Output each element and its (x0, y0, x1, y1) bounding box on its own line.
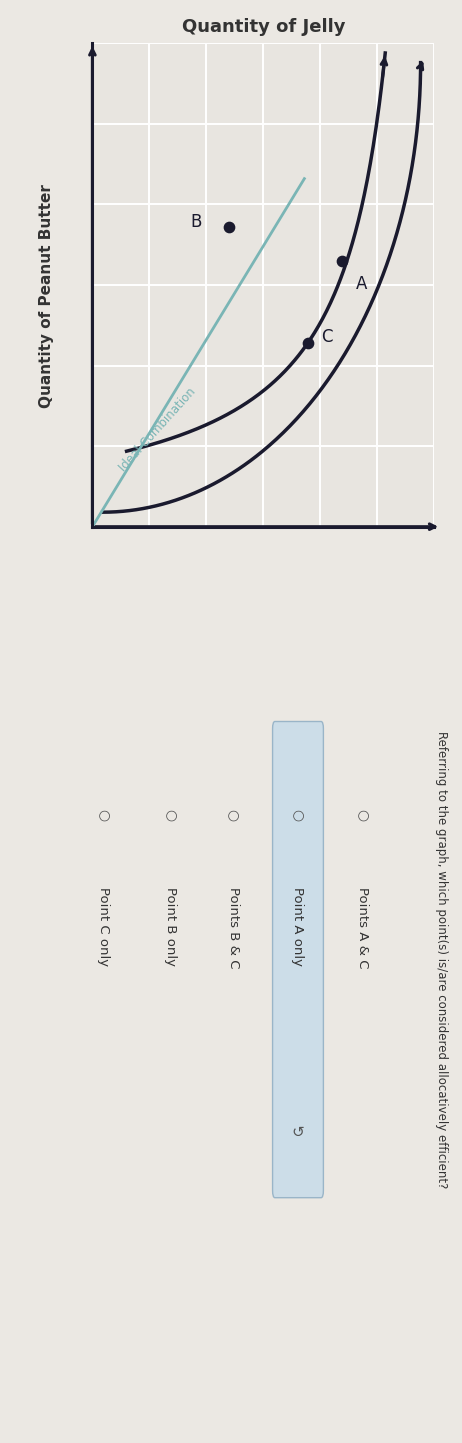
Text: Points A & C: Points A & C (356, 887, 369, 968)
Text: Point B only: Point B only (164, 887, 177, 967)
Text: C: C (322, 329, 333, 346)
Text: Ideal Combination: Ideal Combination (116, 385, 198, 475)
Text: B: B (190, 214, 202, 231)
Text: ○: ○ (356, 810, 370, 821)
Text: A: A (356, 276, 367, 293)
Text: Referring to the graph, which point(s) is/are considered allocatively efficient?: Referring to the graph, which point(s) i… (435, 732, 448, 1188)
Text: Quantity of Peanut Butter: Quantity of Peanut Butter (39, 183, 54, 408)
Text: ○: ○ (291, 810, 305, 821)
Text: Point C only: Point C only (97, 887, 110, 967)
Text: ○: ○ (226, 810, 240, 821)
Point (225, 215, 233, 238)
Text: ○: ○ (164, 810, 178, 821)
Text: Point A only: Point A only (292, 887, 304, 967)
Title: Quantity of Jelly: Quantity of Jelly (182, 19, 345, 36)
Point (338, 250, 346, 273)
Point (304, 332, 311, 355)
Text: ↺: ↺ (292, 1126, 304, 1140)
Text: ○: ○ (97, 810, 111, 821)
Text: Points B & C: Points B & C (227, 887, 240, 968)
